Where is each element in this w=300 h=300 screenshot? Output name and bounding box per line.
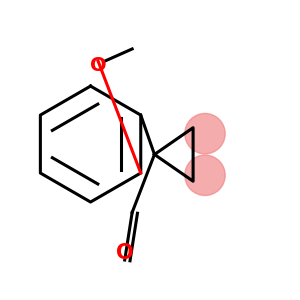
Text: O: O	[116, 242, 134, 262]
Text: O: O	[90, 56, 106, 75]
Circle shape	[185, 113, 225, 154]
Circle shape	[185, 155, 225, 196]
